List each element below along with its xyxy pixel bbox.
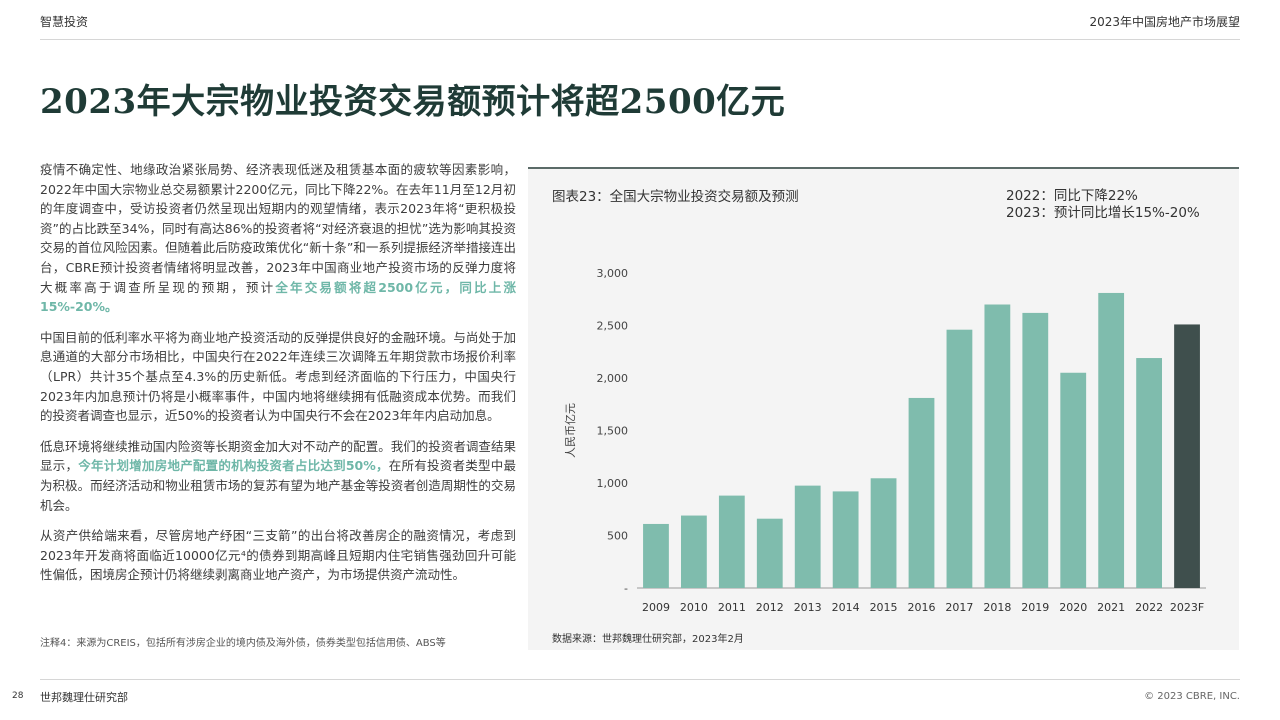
body-text: 疫情不确定性、地缘政治紧张局势、经济表现低迷及租赁基本面的疲软等因素影响，202… <box>40 160 516 596</box>
x-tick-label: 2021 <box>1097 601 1125 614</box>
footer-copyright: © 2023 CBRE, INC. <box>1144 691 1240 702</box>
bar-2014 <box>832 491 859 588</box>
bar-2017 <box>946 329 973 588</box>
x-tick-label: 2017 <box>945 601 973 614</box>
body-paragraph: 中国目前的低利率水平将为商业地产投资活动的反弹提供良好的金融环境。与尚处于加息通… <box>40 328 516 426</box>
chart-annotation-2023: 2023：预计同比增长15%-20% <box>1006 205 1200 221</box>
chart-annotations: 2022：同比下降22% 2023：预计同比增长15%-20% <box>1006 188 1200 222</box>
bar-2019 <box>1022 312 1049 588</box>
x-tick-label: 2020 <box>1059 601 1087 614</box>
paragraph-text: 中国目前的低利率水平将为商业地产投资活动的反弹提供良好的金融环境。与尚处于加息通… <box>40 329 516 424</box>
bar-2020 <box>1060 372 1087 588</box>
header-report-title: 2023年中国房地产市场展望 <box>1089 15 1240 29</box>
paragraph-text: 在所有投资者类型中最为积极。而经济活动和物业租赁市场的复苏有望为地产基金等投资者… <box>40 458 516 513</box>
y-tick-label: 2,500 <box>597 320 629 333</box>
bar-2010 <box>681 515 707 588</box>
bar-2013 <box>794 485 821 588</box>
highlight-text: 今年计划增加房地产配置的机构投资者占比达到50%， <box>78 458 389 474</box>
y-tick-label: - <box>624 582 628 595</box>
chart-annotation-2022: 2022：同比下降22% <box>1006 188 1138 204</box>
x-tick-label: 2016 <box>908 601 936 614</box>
body-paragraph: 从资产供给端来看，尽管房地产纾困“三支箭”的出台将改善房企的融资情况，考虑到20… <box>40 526 516 585</box>
x-tick-label: 2015 <box>870 601 898 614</box>
y-tick-label: 1,500 <box>597 425 629 438</box>
footnote: 注释4：来源为CREIS，包括所有涉房企业的境内债及海外债，债券类型包括信用债、… <box>40 638 446 649</box>
body-paragraph: 低息环境将继续推动国内险资等长期资金加大对不动产的配置。我们的投资者调查结果显示… <box>40 437 516 515</box>
paragraph-text: 从资产供给端来看，尽管房地产纾困“三支箭”的出台将改善房企的融资情况，考虑到20… <box>40 528 516 583</box>
y-axis-label: 人民币亿元 <box>564 403 577 458</box>
paragraph-text: 低息环境将继续推动国内险资等长期资金加大对不动产的配置。我们的投资者调查结果显示… <box>40 438 516 474</box>
chart-title: 图表23：全国大宗物业投资交易额及预测 <box>552 189 799 205</box>
bar-2021 <box>1098 292 1125 588</box>
x-tick-label: 2012 <box>756 601 784 614</box>
highlight-text: 全年交易额将超2500亿元，同比上涨15%-20%。 <box>40 279 516 315</box>
bar-2016 <box>908 397 935 588</box>
x-tick-label: 2010 <box>680 601 708 614</box>
y-tick-label: 500 <box>607 530 628 543</box>
y-tick-label: 3,000 <box>597 267 629 280</box>
x-tick-label: 2014 <box>832 601 860 614</box>
y-tick-label: 1,000 <box>597 477 629 490</box>
x-tick-label: 2023F <box>1170 601 1204 614</box>
page-number: 28 <box>12 691 24 701</box>
x-tick-label: 2009 <box>642 601 670 614</box>
bar-2022 <box>1136 358 1162 588</box>
x-tick-label: 2018 <box>983 601 1011 614</box>
x-tick-label: 2019 <box>1021 601 1049 614</box>
bar-2018 <box>984 304 1011 588</box>
paragraph-text: 疫情不确定性、地缘政治紧张局势、经济表现低迷及租赁基本面的疲软等因素影响，202… <box>40 162 516 295</box>
bar-2023F <box>1174 324 1200 588</box>
chart-panel: - 500 1,000 1,500 2,000 2,500 3,000 人民币亿元 2009 20… <box>528 167 1239 650</box>
header-section-label: 智慧投资 <box>40 15 89 29</box>
x-tick-label: 2013 <box>794 601 822 614</box>
body-paragraph: 疫情不确定性、地缘政治紧张局势、经济表现低迷及租赁基本面的疲软等因素影响，202… <box>40 160 516 317</box>
chart-source: 数据来源：世邦魏理仕研究部，2023年2月 <box>552 634 744 645</box>
page-title: 2023年大宗物业投资交易额预计将超2500亿元 <box>40 82 786 122</box>
footer-divider <box>40 679 1240 680</box>
bar-2015 <box>870 478 897 588</box>
bar-2009 <box>643 523 669 588</box>
footer-org: 世邦魏理仕研究部 <box>40 691 128 704</box>
x-tick-label: 2022 <box>1135 601 1163 614</box>
bar-2011 <box>718 495 745 588</box>
bar-chart: - 500 1,000 1,500 2,000 2,500 3,000 人民币亿元 2009 20… <box>564 267 1206 614</box>
y-tick-label: 2,000 <box>597 372 629 385</box>
x-tick-label: 2011 <box>718 601 746 614</box>
header-divider <box>40 39 1240 40</box>
bar-2012 <box>756 518 783 588</box>
